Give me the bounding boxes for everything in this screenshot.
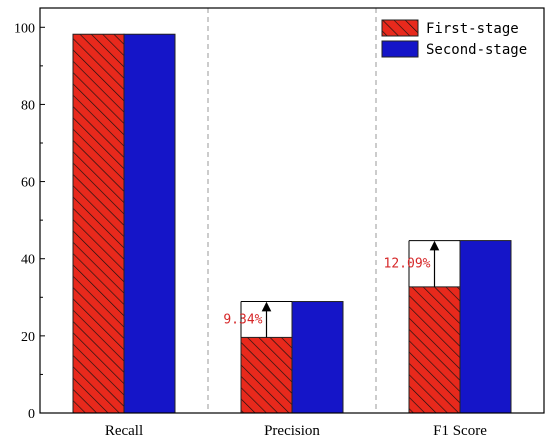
plot-frame — [39, 7, 545, 414]
legend: First-stage Second-stage — [381, 19, 527, 58]
x-category-label: Recall — [105, 423, 143, 439]
y-tick-label: 20 — [21, 330, 35, 345]
bar-second-stage-recall — [123, 33, 176, 414]
annotation-label: 9.34% — [223, 312, 262, 327]
y-tick-label: 40 — [21, 253, 35, 268]
bar-first-stage-f1-score — [408, 286, 461, 414]
bar-second-stage-precision — [291, 301, 344, 414]
annotation-label: 12.09% — [384, 257, 431, 272]
legend-swatch — [381, 40, 419, 58]
x-category-label: Precision — [264, 423, 320, 439]
y-tick-label: 0 — [28, 407, 35, 422]
bar-first-stage-recall — [72, 33, 125, 414]
y-tick-label: 100 — [14, 21, 35, 36]
plot-area: 9.34% 12.09% — [72, 8, 512, 414]
y-tick-label: 60 — [21, 176, 35, 191]
bar-second-stage-f1-score — [459, 240, 512, 414]
axes: 0 20 40 60 80 100 Recall Precision F1 Score — [14, 7, 545, 439]
x-category-label: F1 Score — [433, 423, 487, 439]
improvement-annotation: 12.09% — [384, 240, 460, 287]
legend-label: Second-stage — [426, 42, 527, 58]
improvement-annotation: 9.34% — [223, 301, 292, 338]
y-tick-label: 80 — [21, 98, 35, 113]
bar-first-stage-precision — [240, 336, 293, 414]
legend-label: First-stage — [426, 21, 519, 37]
legend-swatch — [381, 19, 419, 37]
